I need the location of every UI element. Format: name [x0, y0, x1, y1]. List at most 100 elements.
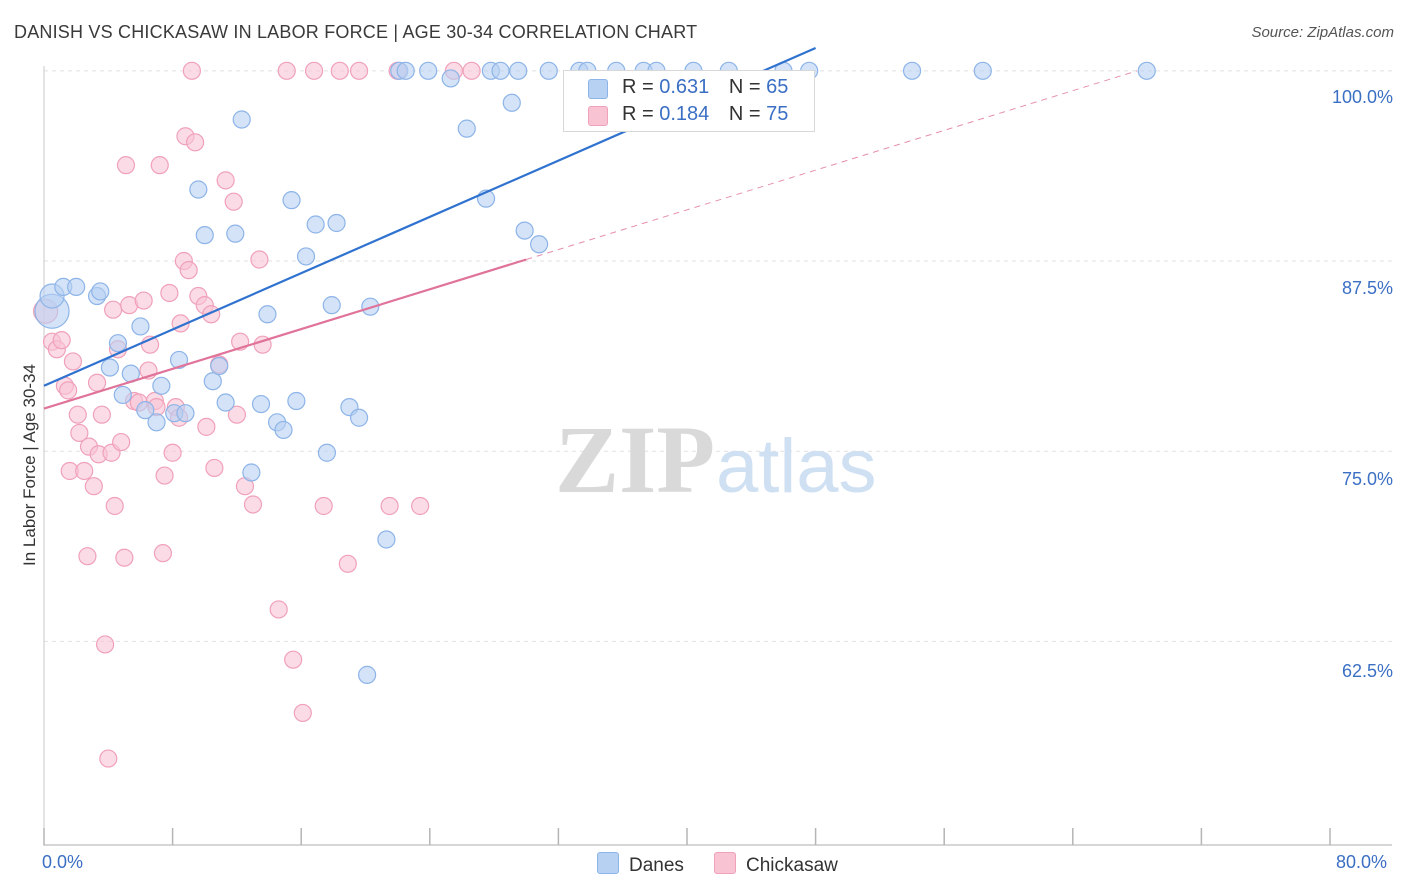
- chickasaw-point-55: [227, 405, 246, 424]
- danes-point-18: [195, 226, 214, 245]
- chickasaw-point-13: [84, 477, 103, 496]
- danes-point-53: [539, 61, 558, 80]
- chickasaw-point-45: [182, 61, 201, 80]
- chickasaw-point-63: [284, 650, 303, 669]
- chickasaw-point-69: [349, 61, 369, 80]
- bottom-danes-label: Danes: [629, 855, 684, 876]
- chickasaw-swatch: [588, 106, 608, 126]
- danes-r-label: R =: [622, 76, 660, 98]
- chickasaw-point-46: [186, 133, 205, 152]
- chickasaw-point-65: [304, 61, 324, 80]
- danes-point-29: [282, 191, 301, 210]
- chickasaw-point-44: [179, 261, 198, 280]
- chickasaw-point-62: [277, 61, 296, 80]
- chickasaw-point-61: [269, 600, 288, 619]
- chickasaw-point-36: [155, 466, 174, 485]
- danes-point-30: [287, 391, 306, 411]
- danes-point-8: [113, 385, 132, 405]
- danes-point-12: [147, 413, 166, 432]
- x-tick-max: 80.0%: [1336, 852, 1388, 872]
- danes-point-28: [274, 420, 293, 440]
- chart-title: DANISH VS CHICKASAW IN LABOR FORCE | AGE…: [14, 22, 698, 42]
- bottom-danes-swatch: [597, 852, 619, 874]
- chickasaw-point-25: [116, 156, 136, 175]
- chickasaw-point-11: [78, 547, 97, 566]
- danes-point-7: [108, 334, 128, 353]
- danes-point-17: [189, 180, 208, 199]
- danes-point-20: [210, 356, 229, 376]
- chickasaw-point-10: [75, 461, 94, 481]
- danes-point-43: [419, 61, 438, 80]
- chickasaw-point-66: [314, 496, 333, 516]
- danes-n-label: N =: [728, 76, 767, 98]
- watermark-atlas: atlas: [716, 424, 877, 509]
- chickasaw-point-53: [216, 171, 235, 190]
- chickasaw-point-37: [160, 283, 179, 303]
- danes-point-10: [131, 317, 150, 336]
- danes-point-52: [530, 235, 549, 254]
- chickasaw-r-label: R =: [622, 103, 660, 125]
- bottom-chickasaw-label: Chickasaw: [746, 855, 838, 876]
- chickasaw-point-16: [92, 405, 111, 424]
- chickasaw-point-5: [59, 381, 78, 400]
- danes-point-25: [251, 394, 271, 414]
- danes-point-24: [242, 463, 261, 482]
- danes-point-35: [327, 213, 346, 233]
- bottom-chickasaw-swatch: [714, 852, 736, 874]
- chickasaw-point-64: [293, 703, 312, 723]
- chickasaw-point-18: [99, 749, 118, 768]
- chickasaw-n-value: 75: [766, 103, 789, 125]
- danes-point-21: [216, 393, 235, 412]
- bottom-legend-chickasaw: Chickasaw: [714, 852, 838, 877]
- danes-point-48: [491, 61, 510, 80]
- danes-point-42: [396, 61, 415, 80]
- y-tick-75: 75.0%: [1341, 469, 1393, 489]
- danes-point-51: [515, 221, 534, 240]
- y-tick-62-5: 62.5%: [1341, 661, 1393, 681]
- watermark: ZIP atlas: [555, 406, 877, 513]
- chickasaw-point-14: [87, 373, 107, 392]
- chickasaw-n-label: N =: [728, 103, 767, 125]
- danes-n-value: 65: [766, 76, 789, 98]
- chickasaw-point-49: [197, 417, 216, 436]
- chickasaw-point-67: [330, 61, 349, 80]
- chickasaw-point-7: [63, 352, 83, 371]
- danes-point-15: [169, 350, 189, 370]
- watermark-zip: ZIP: [555, 406, 715, 513]
- danes-point-19: [203, 372, 222, 391]
- danes-point-6: [100, 358, 120, 377]
- danes-point-50: [509, 61, 528, 80]
- danes-point-37: [349, 408, 369, 427]
- chickasaw-point-68: [338, 554, 357, 573]
- danes-r-value: 0.631: [659, 76, 710, 98]
- danes-point-65: [1137, 61, 1156, 80]
- bottom-legend-danes: Danes: [597, 852, 684, 877]
- chickasaw-point-17: [95, 635, 115, 654]
- danes-point-38: [358, 665, 377, 684]
- danes-point-32: [306, 215, 325, 234]
- chickasaw-point-54: [224, 192, 243, 211]
- danes-point-34: [322, 296, 341, 315]
- chickasaw-point-35: [153, 544, 173, 563]
- danes-point-26: [258, 305, 277, 324]
- chickasaw-points: [33, 61, 481, 768]
- chickasaw-point-34: [150, 156, 169, 175]
- danes-point-33: [317, 443, 337, 462]
- chickasaw-r-value: 0.184: [659, 103, 710, 125]
- grid-lines: [44, 70, 1392, 642]
- chickasaw-point-38: [163, 443, 182, 462]
- correlation-legend: R = 0.631 N = 65 R = 0.184 N = 75: [563, 70, 815, 132]
- chickasaw-point-24: [115, 548, 134, 567]
- danes-swatch: [588, 79, 608, 99]
- chickasaw-point-58: [243, 495, 263, 514]
- danes-point-49: [502, 93, 521, 112]
- chickasaw-point-21: [105, 496, 124, 516]
- chickasaw-point-72: [411, 496, 430, 516]
- chickasaw-trend-extension: [526, 70, 1138, 260]
- danes-points: [34, 61, 1156, 684]
- danes-point-64: [973, 61, 992, 80]
- danes-point-23: [232, 110, 251, 129]
- source-label: Source: ZipAtlas.com: [1251, 24, 1394, 41]
- chickasaw-point-23: [112, 432, 131, 452]
